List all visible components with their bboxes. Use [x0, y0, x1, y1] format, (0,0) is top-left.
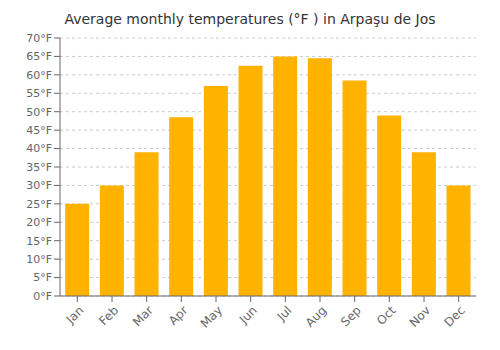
svg-text:30°F: 30°F: [26, 179, 52, 192]
svg-text:0°F: 0°F: [33, 290, 52, 303]
svg-text:70°F: 70°F: [26, 32, 52, 45]
svg-text:35°F: 35°F: [26, 161, 52, 174]
svg-text:Mar: Mar: [130, 303, 156, 329]
svg-text:Nov: Nov: [407, 303, 433, 329]
html-text:Average monthly temperatures (: Average monthly temperatures (°F ) in Ar…: [64, 11, 436, 27]
svg-text:Oct: Oct: [374, 303, 399, 328]
svg-text:Jul: Jul: [274, 303, 295, 324]
svg-text:May: May: [198, 303, 225, 330]
svg-text:Feb: Feb: [96, 303, 121, 328]
svg-text:5°F: 5°F: [33, 271, 52, 284]
svg-text:Apr: Apr: [166, 303, 191, 328]
svg-text:20°F: 20°F: [26, 216, 52, 229]
svg-text:Sep: Sep: [338, 303, 364, 329]
svg-text:10°F: 10°F: [26, 253, 52, 266]
svg-text:50°F: 50°F: [26, 106, 52, 119]
svg-text:Jan: Jan: [63, 303, 87, 327]
svg-text:45°F: 45°F: [26, 124, 52, 137]
svg-text:60°F: 60°F: [26, 69, 52, 82]
svg-text:40°F: 40°F: [26, 142, 52, 155]
svg-text:Jun: Jun: [236, 303, 260, 327]
svg-text:65°F: 65°F: [26, 50, 52, 63]
svg-text:25°F: 25°F: [26, 198, 52, 211]
svg-text:Aug: Aug: [303, 303, 329, 329]
svg-text:55°F: 55°F: [26, 87, 52, 100]
svg-text:Dec: Dec: [442, 303, 468, 329]
svg-text:15°F: 15°F: [26, 235, 52, 248]
